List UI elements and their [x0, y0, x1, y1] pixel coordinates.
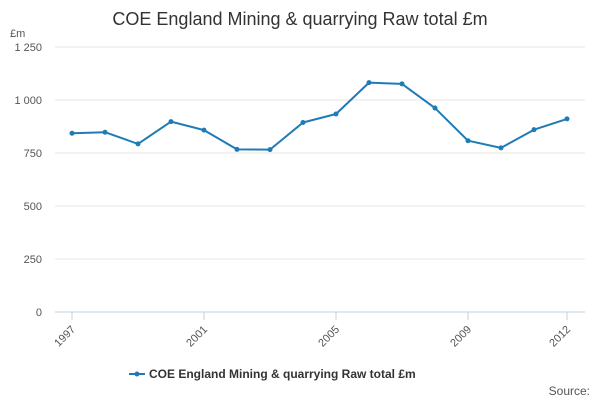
data-point[interactable]: [498, 145, 504, 151]
y-tick-label: 1 250: [14, 42, 42, 54]
legend-entry-label: COE England Mining & quarrying Raw total…: [149, 367, 416, 381]
y-axis-tick-labels: 0 250 500 750 1 000 1 250: [14, 42, 42, 319]
source-label: Source:: [549, 384, 590, 398]
legend-marker-swatch: [134, 371, 140, 377]
data-point[interactable]: [201, 127, 207, 133]
x-axis-ticks: [71, 312, 568, 320]
series-group: [69, 80, 570, 153]
x-tick-label: 2001: [184, 324, 210, 350]
y-tick-label: 1 000: [14, 95, 42, 107]
gridlines: [55, 46, 585, 260]
x-axis-tick-labels: 1997 2001 2005 2009 2012: [52, 324, 573, 350]
data-point[interactable]: [333, 111, 339, 117]
data-point[interactable]: [366, 80, 372, 86]
data-point[interactable]: [69, 130, 75, 136]
legend[interactable]: COE England Mining & quarrying Raw total…: [129, 367, 416, 381]
data-point[interactable]: [399, 81, 405, 87]
x-tick-label: 2005: [316, 324, 342, 350]
data-point[interactable]: [564, 116, 570, 122]
y-tick-label: 0: [36, 307, 42, 319]
y-axis-unit-label: £m: [10, 28, 25, 40]
data-point[interactable]: [135, 141, 141, 147]
data-point[interactable]: [102, 129, 108, 135]
data-point[interactable]: [300, 119, 306, 125]
chart-title: COE England Mining & quarrying Raw total…: [112, 9, 487, 29]
x-tick-label: 1997: [52, 324, 78, 350]
data-point[interactable]: [234, 146, 240, 152]
y-tick-label: 500: [24, 201, 42, 213]
data-point[interactable]: [531, 127, 537, 133]
x-tick-label: 2009: [448, 324, 474, 350]
data-point[interactable]: [432, 105, 438, 111]
data-point[interactable]: [465, 138, 471, 144]
y-tick-label: 750: [24, 148, 42, 160]
y-tick-label: 250: [24, 254, 42, 266]
data-point[interactable]: [168, 119, 174, 125]
series-line: [71, 81, 568, 151]
x-tick-label: 2012: [547, 324, 573, 350]
data-point[interactable]: [267, 147, 273, 153]
